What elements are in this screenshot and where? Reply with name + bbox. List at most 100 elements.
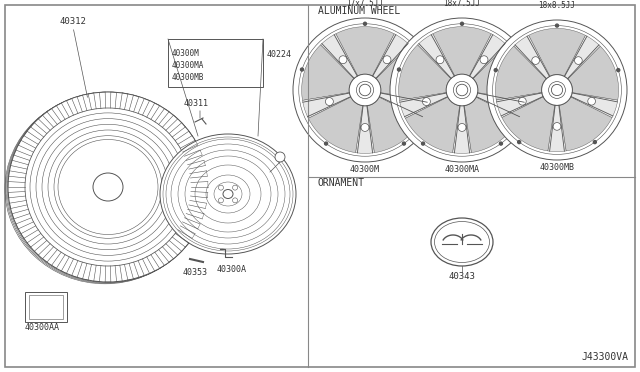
Polygon shape: [417, 34, 454, 79]
Ellipse shape: [166, 139, 290, 249]
Ellipse shape: [223, 189, 233, 199]
Polygon shape: [399, 45, 451, 100]
Circle shape: [499, 142, 502, 145]
Polygon shape: [548, 105, 566, 152]
Circle shape: [349, 74, 381, 106]
Circle shape: [324, 142, 328, 145]
Circle shape: [588, 97, 595, 105]
Circle shape: [461, 22, 463, 25]
Text: 40311: 40311: [184, 99, 209, 108]
Text: 17x7.5JJ: 17x7.5JJ: [346, 0, 383, 8]
Text: 18x8.5JJ: 18x8.5JJ: [538, 1, 575, 10]
Text: J43300VA: J43300VA: [581, 352, 628, 362]
Circle shape: [456, 84, 468, 96]
Circle shape: [556, 24, 559, 27]
Text: 40300A: 40300A: [217, 265, 247, 274]
Ellipse shape: [93, 173, 123, 201]
Polygon shape: [495, 46, 546, 100]
Polygon shape: [571, 93, 618, 118]
Ellipse shape: [8, 92, 208, 282]
Text: 40300MB: 40300MB: [540, 163, 575, 172]
Polygon shape: [433, 27, 491, 76]
Circle shape: [494, 68, 497, 71]
Polygon shape: [376, 45, 428, 100]
Bar: [29, 295, 63, 319]
Circle shape: [593, 141, 596, 144]
Circle shape: [553, 122, 561, 130]
Circle shape: [359, 84, 371, 96]
Ellipse shape: [163, 137, 293, 251]
Circle shape: [403, 142, 405, 145]
Polygon shape: [496, 93, 543, 118]
Circle shape: [436, 56, 444, 64]
Circle shape: [446, 74, 478, 106]
Text: 40224: 40224: [267, 50, 292, 59]
Circle shape: [325, 97, 333, 106]
Circle shape: [218, 185, 223, 190]
Polygon shape: [452, 106, 472, 153]
Circle shape: [422, 97, 430, 106]
Circle shape: [232, 185, 237, 190]
Bar: [168, 39, 263, 87]
Circle shape: [390, 18, 534, 162]
Circle shape: [426, 68, 429, 71]
Circle shape: [575, 57, 582, 64]
Polygon shape: [367, 97, 422, 153]
Circle shape: [552, 84, 563, 96]
Polygon shape: [476, 93, 525, 118]
Circle shape: [397, 68, 401, 71]
Polygon shape: [356, 106, 374, 153]
Ellipse shape: [185, 156, 271, 232]
Polygon shape: [473, 45, 525, 100]
Polygon shape: [568, 46, 619, 100]
Polygon shape: [399, 93, 448, 118]
Text: 18x7.5JJ: 18x7.5JJ: [444, 0, 481, 8]
Ellipse shape: [171, 144, 285, 244]
Ellipse shape: [206, 175, 250, 213]
Circle shape: [364, 22, 367, 25]
Ellipse shape: [25, 108, 191, 266]
Polygon shape: [559, 97, 612, 151]
Polygon shape: [405, 97, 460, 153]
Circle shape: [518, 97, 526, 105]
Circle shape: [518, 141, 521, 144]
Text: 40353: 40353: [182, 268, 207, 277]
Text: 40300M: 40300M: [350, 165, 380, 174]
Circle shape: [397, 97, 404, 106]
Ellipse shape: [431, 218, 493, 266]
Text: 40343: 40343: [449, 272, 476, 281]
Circle shape: [487, 20, 627, 160]
Ellipse shape: [195, 165, 261, 223]
Circle shape: [232, 198, 237, 203]
Circle shape: [218, 198, 223, 203]
Circle shape: [532, 57, 540, 64]
Circle shape: [339, 56, 347, 64]
Bar: [25, 292, 67, 322]
Circle shape: [493, 97, 502, 106]
Circle shape: [480, 56, 488, 64]
Text: 40300MA: 40300MA: [445, 165, 479, 174]
Polygon shape: [308, 97, 363, 153]
Text: ORNAMENT: ORNAMENT: [318, 178, 365, 188]
Circle shape: [293, 18, 437, 162]
Ellipse shape: [214, 182, 242, 206]
Ellipse shape: [178, 150, 278, 238]
Circle shape: [275, 152, 285, 162]
Polygon shape: [502, 97, 555, 151]
Polygon shape: [514, 35, 550, 79]
Circle shape: [383, 56, 391, 64]
Circle shape: [301, 68, 303, 71]
Text: ALUMINUM WHEEL: ALUMINUM WHEEL: [318, 6, 400, 16]
Polygon shape: [372, 34, 410, 79]
Circle shape: [541, 75, 572, 105]
Polygon shape: [321, 34, 358, 79]
Polygon shape: [469, 34, 506, 79]
Polygon shape: [529, 28, 586, 76]
Polygon shape: [564, 35, 600, 79]
Text: 40312: 40312: [60, 17, 86, 26]
Text: 40300M
40300MA
40300MB: 40300M 40300MA 40300MB: [172, 49, 204, 81]
Polygon shape: [336, 27, 394, 76]
Ellipse shape: [160, 134, 296, 254]
Circle shape: [458, 124, 466, 131]
Polygon shape: [465, 97, 518, 153]
